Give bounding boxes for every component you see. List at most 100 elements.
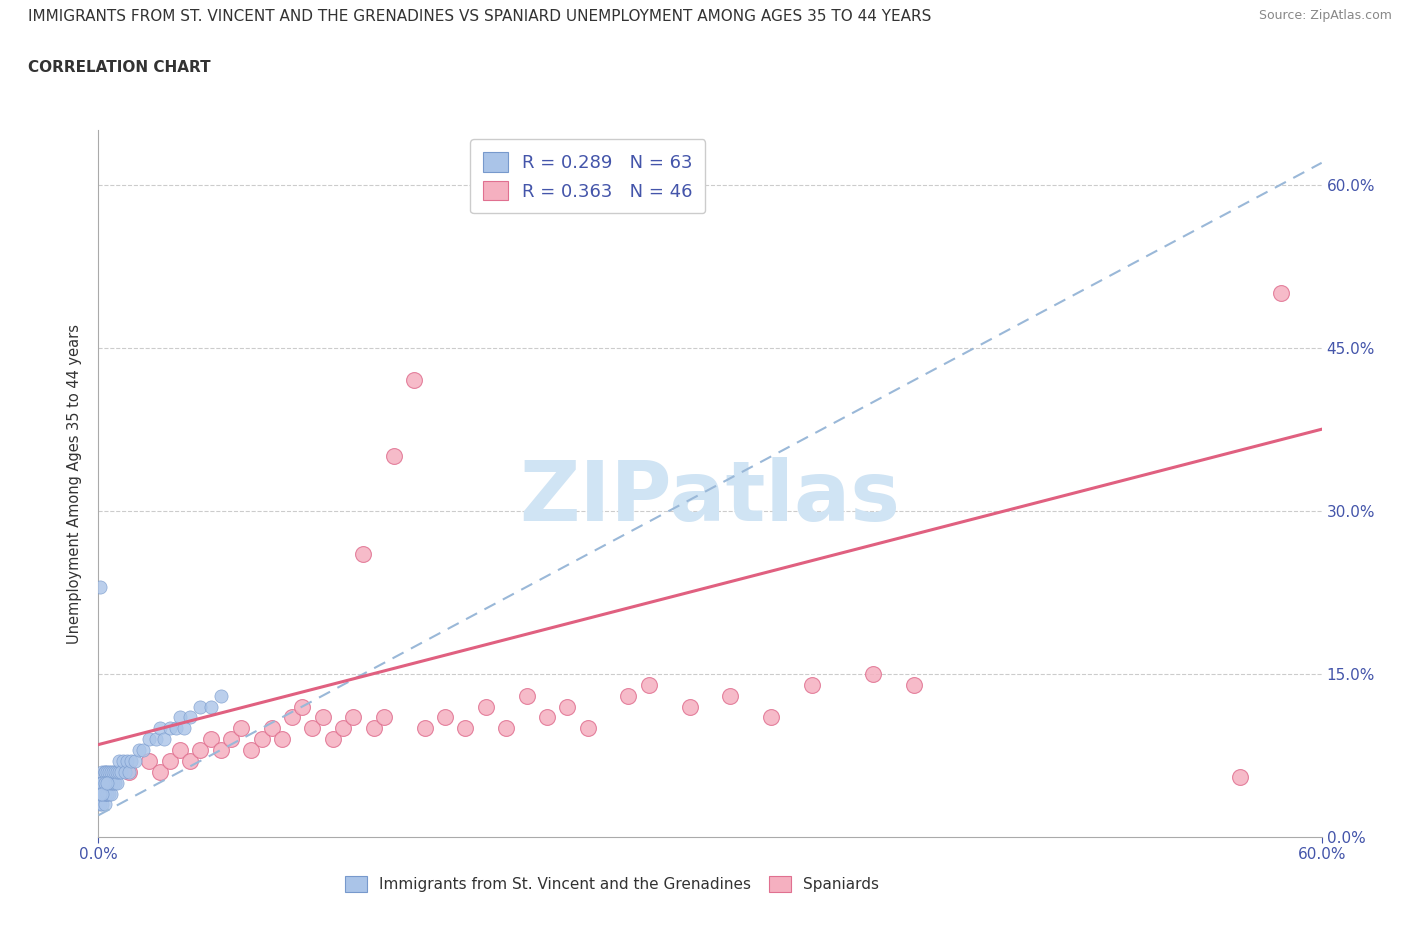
Point [96,776,118,790]
Point [89,786,111,801]
Point [93,776,115,790]
Point [118,764,141,779]
Point [138,753,160,768]
Point [200,732,222,747]
Text: Source: ZipAtlas.com: Source: ZipAtlas.com [1258,9,1392,22]
Point [363,721,385,736]
Point [638,677,661,692]
Point [173,721,195,736]
Point [382,449,405,464]
Point [97,776,120,790]
Point [100,786,122,801]
Point [188,699,212,714]
Point [100,776,122,790]
Point [169,710,191,724]
Point [761,710,783,724]
Point [93,776,115,790]
Point [96,776,118,790]
Point [557,699,579,714]
Point [91,786,114,801]
Point [100,764,122,779]
Point [97,776,120,790]
Point [91,786,114,801]
Point [149,721,172,736]
Point [91,776,114,790]
Point [104,764,127,779]
Point [91,776,114,790]
Point [145,732,167,747]
Point [240,742,263,757]
Point [114,764,136,779]
Point [89,797,111,812]
Point [179,710,201,724]
Point [93,786,115,801]
Point [250,732,273,747]
Point [209,688,232,703]
Point [188,742,212,757]
Point [332,721,354,736]
Point [93,764,115,779]
Point [413,721,436,736]
Point [679,699,702,714]
Point [91,764,114,779]
Point [165,721,187,736]
Point [93,776,115,790]
Point [101,764,124,779]
Point [91,786,114,801]
Legend: Immigrants from St. Vincent and the Grenadines, Spaniards: Immigrants from St. Vincent and the Gren… [337,868,887,900]
Point [91,797,114,812]
Point [219,732,242,747]
Point [96,786,118,801]
Point [96,764,118,779]
Point [89,786,111,801]
Point [801,677,824,692]
Point [89,776,111,790]
Point [903,677,925,692]
Y-axis label: Unemployment Among Ages 35 to 44 years: Unemployment Among Ages 35 to 44 years [67,324,83,644]
Point [862,667,884,682]
Point [231,721,253,736]
Point [159,753,181,768]
Point [536,710,558,724]
Point [101,776,124,790]
Point [270,732,294,747]
Point [93,786,115,801]
Point [115,753,138,768]
Text: IMMIGRANTS FROM ST. VINCENT AND THE GRENADINES VS SPANIARD UNEMPLOYMENT AMONG AG: IMMIGRANTS FROM ST. VINCENT AND THE GREN… [28,9,932,24]
Point [97,786,120,801]
Point [434,710,457,724]
Point [120,753,142,768]
Point [105,776,128,790]
Text: CORRELATION CHART: CORRELATION CHART [28,60,211,75]
Point [301,721,323,736]
Point [152,732,174,747]
Point [132,742,155,757]
Point [454,721,477,736]
Point [149,764,172,779]
Point [138,732,160,747]
Point [576,721,599,736]
Text: ZIPatlas: ZIPatlas [520,458,900,538]
Point [179,753,201,768]
Point [516,688,538,703]
Point [312,710,335,724]
Point [617,688,640,703]
Point [1229,770,1251,785]
Point [105,764,128,779]
Point [474,699,498,714]
Point [281,710,304,724]
Point [322,732,344,747]
Point [200,699,222,714]
Point [342,710,364,724]
Point [159,721,181,736]
Point [352,547,374,562]
Point [89,579,111,594]
Point [108,753,131,768]
Point [373,710,395,724]
Point [110,764,132,779]
Point [720,688,742,703]
Point [495,721,517,736]
Point [1270,286,1292,300]
Point [104,776,127,790]
Point [291,699,314,714]
